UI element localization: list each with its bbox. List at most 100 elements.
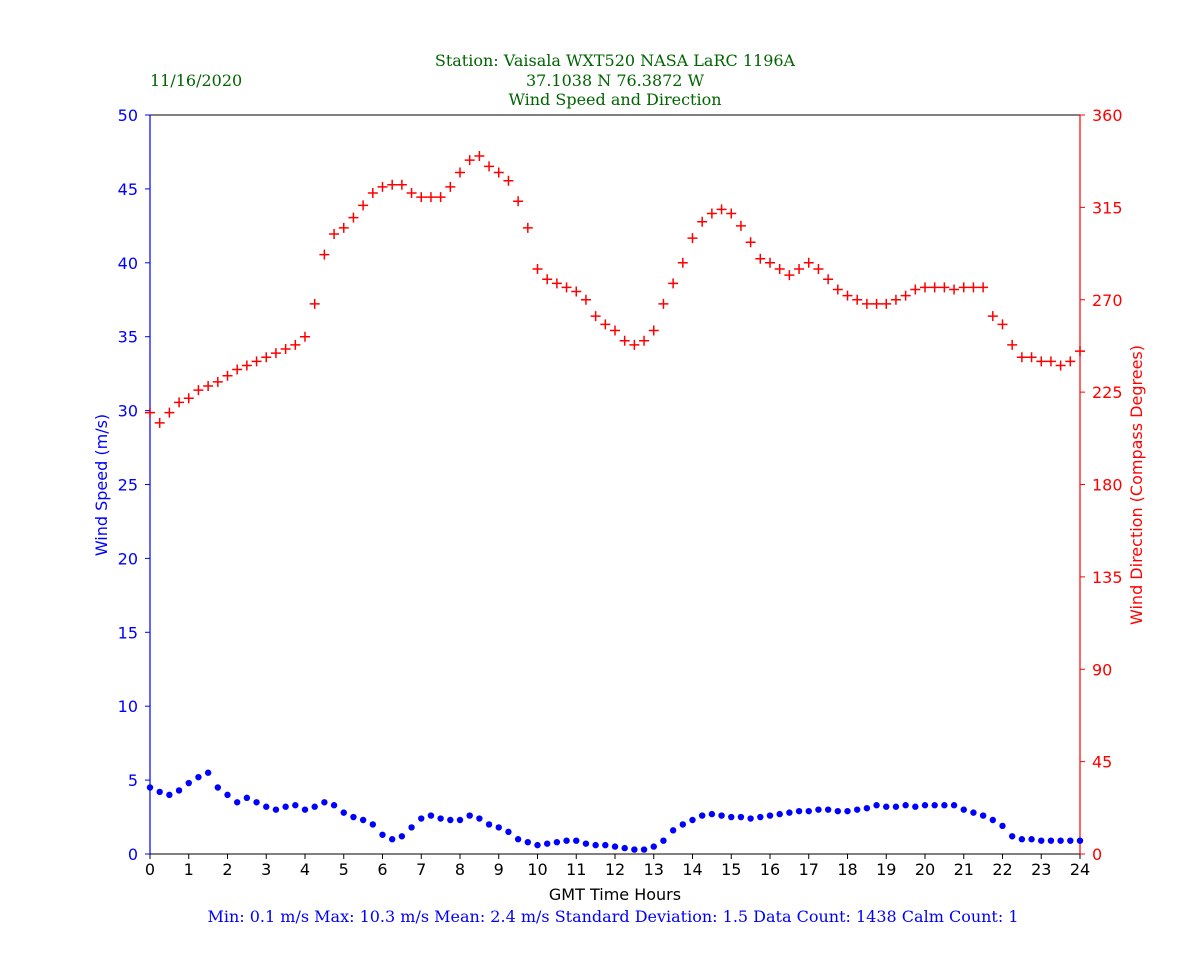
speed-point xyxy=(573,837,580,844)
x-tick-label: 8 xyxy=(455,860,465,879)
direction-point xyxy=(600,319,611,330)
direction-point xyxy=(571,286,582,297)
direction-point xyxy=(697,216,708,227)
speed-point xyxy=(195,773,202,781)
y-left-tick-label: 45 xyxy=(118,180,138,199)
speed-point xyxy=(728,813,735,821)
direction-point xyxy=(193,385,204,396)
speed-point xyxy=(330,802,338,809)
direction-point xyxy=(784,270,795,281)
direction-point xyxy=(658,298,669,309)
speed-point xyxy=(233,799,241,806)
direction-point xyxy=(425,192,436,203)
speed-point xyxy=(214,784,222,791)
direction-point xyxy=(503,175,514,186)
direction-point xyxy=(522,222,533,233)
speed-point xyxy=(476,815,483,822)
y-left-tick-label: 20 xyxy=(118,549,138,568)
direction-point xyxy=(416,192,427,203)
x-tick-label: 20 xyxy=(915,860,935,879)
direction-point xyxy=(890,294,901,305)
speed-point xyxy=(388,836,396,843)
speed-point xyxy=(321,799,328,806)
x-tick-label: 15 xyxy=(721,860,741,879)
x-tick-label: 1 xyxy=(184,860,194,879)
speed-point xyxy=(941,802,948,809)
x-tick-label: 19 xyxy=(876,860,896,879)
speed-point xyxy=(456,816,464,824)
speed-point xyxy=(931,802,938,809)
direction-point xyxy=(319,249,330,260)
x-tick-label: 9 xyxy=(494,860,504,879)
speed-point xyxy=(669,827,677,834)
speed-point xyxy=(873,802,880,809)
speed-point xyxy=(224,791,231,799)
speed-point xyxy=(989,816,997,824)
direction-point xyxy=(774,263,785,274)
direction-point xyxy=(1075,346,1085,357)
speed-point xyxy=(534,841,541,849)
speed-point xyxy=(815,806,822,813)
speed-point xyxy=(805,807,812,815)
speed-point xyxy=(863,804,871,812)
direction-point xyxy=(164,407,175,418)
y-right-tick-label: 315 xyxy=(1092,198,1123,217)
direction-point xyxy=(813,263,824,274)
speed-point xyxy=(679,821,687,828)
y-left-tick-label: 40 xyxy=(118,254,138,273)
direction-point xyxy=(949,284,960,295)
direction-point xyxy=(174,397,185,408)
stats-footer: Min: 0.1 m/s Max: 10.3 m/s Mean: 2.4 m/s… xyxy=(207,907,1018,926)
speed-point xyxy=(156,788,163,796)
direction-point xyxy=(1007,339,1018,350)
speed-point xyxy=(282,803,289,810)
x-tick-label: 6 xyxy=(377,860,387,879)
direction-point xyxy=(920,282,930,293)
speed-point xyxy=(1038,837,1045,844)
chart-header: 11/16/2020 Station: Vaisala WXT520 NASA … xyxy=(150,51,796,109)
x-tick-label: 2 xyxy=(222,860,232,879)
y-right-tick-label: 45 xyxy=(1092,753,1112,772)
direction-point xyxy=(232,364,243,375)
direction-point xyxy=(910,284,921,295)
direction-point xyxy=(348,212,359,223)
direction-series xyxy=(145,151,1085,428)
direction-point xyxy=(493,167,504,178)
speed-point xyxy=(379,831,386,838)
y-left-tick-label: 5 xyxy=(128,771,138,790)
speed-point xyxy=(505,828,512,836)
speed-point xyxy=(292,802,299,809)
direction-point xyxy=(329,229,340,240)
date-label: 11/16/2020 xyxy=(150,71,242,90)
x-tick-label: 10 xyxy=(527,860,547,879)
speed-point xyxy=(466,812,473,819)
direction-point xyxy=(183,393,194,404)
speed-point xyxy=(698,812,706,819)
direction-point xyxy=(871,298,882,309)
direction-point xyxy=(1065,356,1076,367)
x-tick-label: 22 xyxy=(992,860,1012,879)
speed-point xyxy=(272,806,280,813)
speed-point xyxy=(1057,837,1064,844)
speed-point xyxy=(689,816,696,824)
y-left-tick-label: 0 xyxy=(128,845,138,864)
speed-point xyxy=(747,815,754,822)
direction-point xyxy=(338,222,349,233)
direction-point xyxy=(735,220,746,231)
x-tick-label: 7 xyxy=(416,860,426,879)
direction-point xyxy=(1016,352,1027,363)
direction-point xyxy=(629,339,640,350)
speed-point xyxy=(611,843,619,850)
y-right-tick-label: 270 xyxy=(1092,291,1123,310)
speed-point xyxy=(243,794,251,802)
direction-point xyxy=(823,274,834,285)
y-axis-right-label: Wind Direction (Compass Degrees) xyxy=(1127,345,1146,625)
speed-point xyxy=(921,802,929,809)
direction-point xyxy=(542,274,553,285)
x-tick-label: 18 xyxy=(837,860,857,879)
direction-point xyxy=(406,188,417,199)
speed-point xyxy=(766,812,774,819)
speed-point xyxy=(418,815,425,822)
speed-point xyxy=(524,838,532,846)
x-axis: 0 1 2 3 4 5 6 7 8 9 10 11 12 13 14 15 16 17 18 19 20 21 22 23 24 xyxy=(145,854,1090,879)
